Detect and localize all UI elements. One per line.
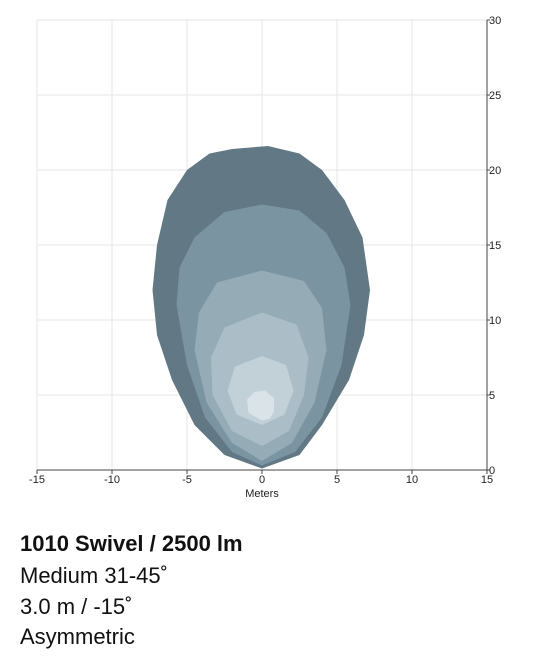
- x-tick-label: -15: [29, 474, 45, 486]
- x-tick-label: -10: [104, 474, 120, 486]
- contour: [227, 356, 294, 425]
- contour: [247, 390, 274, 421]
- x-tick-label: 5: [334, 474, 340, 486]
- caption: 3.0 m / -15˚: [20, 594, 133, 619]
- caption: Asymmetric: [20, 624, 135, 649]
- y-tick-label: 5: [489, 390, 495, 402]
- y-tick-label: 25: [489, 90, 501, 102]
- x-tick-label: 15: [481, 474, 493, 486]
- y-tick-label: 10: [489, 315, 501, 327]
- x-tick-label: 10: [406, 474, 418, 486]
- x-tick-label: 0: [259, 474, 265, 486]
- caption: Medium 31-45˚: [20, 563, 168, 588]
- x-tick-label: -5: [182, 474, 192, 486]
- y-tick-label: 15: [489, 240, 501, 252]
- x-axis-label: Meters: [245, 488, 279, 500]
- y-tick-label: 30: [489, 15, 501, 27]
- title: 1010 Swivel / 2500 lm: [20, 531, 243, 556]
- y-tick-label: 20: [489, 165, 501, 177]
- y-tick-label: 0: [489, 465, 495, 477]
